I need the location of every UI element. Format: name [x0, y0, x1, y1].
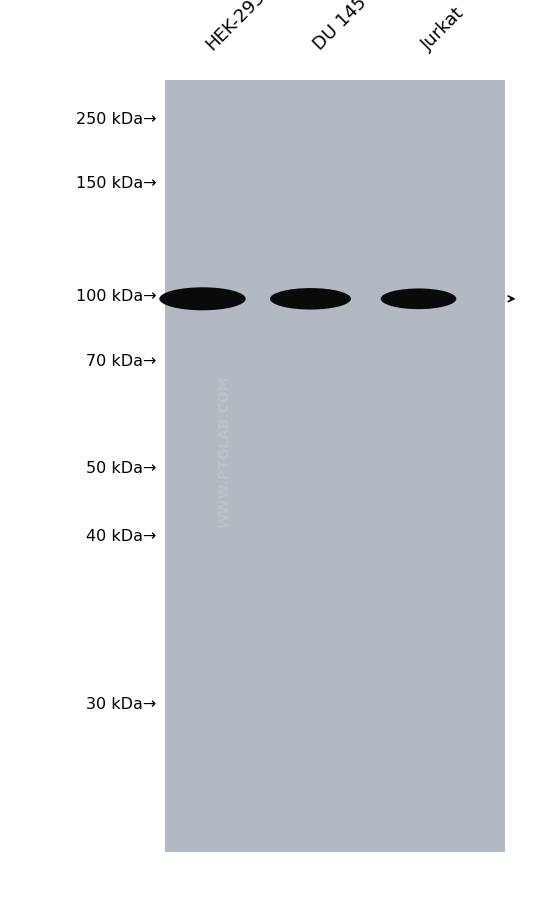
Text: DU 145: DU 145 [310, 0, 371, 54]
Ellipse shape [270, 289, 351, 310]
Text: 40 kDa→: 40 kDa→ [86, 529, 157, 543]
Ellipse shape [159, 288, 246, 311]
Text: Jurkat: Jurkat [418, 5, 468, 54]
Text: 150 kDa→: 150 kDa→ [76, 176, 157, 190]
Text: HEK-293: HEK-293 [202, 0, 269, 54]
Text: 100 kDa→: 100 kDa→ [76, 289, 157, 303]
Ellipse shape [381, 290, 456, 309]
Bar [165, 81, 505, 852]
Text: 250 kDa→: 250 kDa→ [76, 112, 157, 126]
Text: 30 kDa→: 30 kDa→ [86, 696, 157, 711]
Text: 50 kDa→: 50 kDa→ [86, 461, 157, 475]
Text: WWW.PTGLAB.COM: WWW.PTGLAB.COM [217, 375, 231, 527]
Text: 70 kDa→: 70 kDa→ [86, 354, 157, 368]
